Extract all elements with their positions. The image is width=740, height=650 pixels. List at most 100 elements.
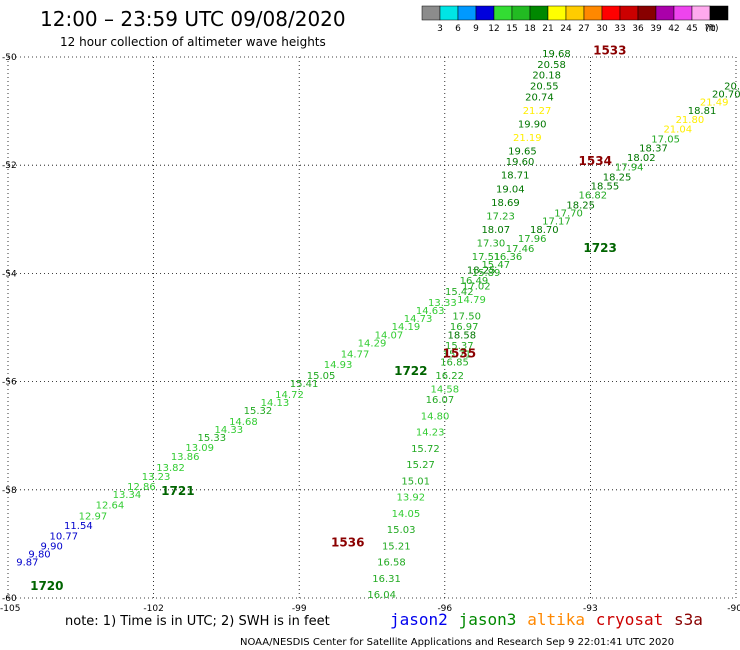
swh-value-label: 12.86 (127, 482, 156, 493)
swh-value-label: 18.71 (501, 171, 530, 182)
swh-value-label: 20.55 (530, 81, 559, 92)
x-tick-label: -105 (0, 604, 20, 614)
swh-value-label: 15.21 (382, 541, 411, 552)
swh-value-label: 15.03 (387, 525, 416, 536)
swh-value-label: 17.96 (518, 234, 547, 245)
grid (7, 56, 737, 599)
swh-value-label: 18.81 (688, 106, 717, 117)
chart-subtitle: 12 hour collection of altimeter wave hei… (60, 35, 326, 49)
swh-value-label: 17.94 (615, 163, 644, 174)
swh-value-label: 13.34 (113, 490, 142, 501)
legend-item-altika: altika (527, 610, 585, 629)
swh-value-label: 19.65 (508, 146, 537, 157)
colorbar-tick-label: 36 (632, 24, 644, 34)
colorbar-tick-label: 3 (437, 24, 443, 34)
pass-time-label: 1536 (331, 536, 364, 550)
swh-value-label: 9.87 (16, 558, 38, 569)
swh-value-label: 19.68 (542, 49, 571, 60)
swh-value-label: 14.68 (229, 417, 258, 428)
colorbar-tick-label: 24 (560, 24, 572, 34)
swh-value-label: 14.73 (404, 314, 433, 325)
legend-item-jason2: jason2 (390, 610, 448, 629)
swh-value-label: 16.04 (367, 590, 396, 601)
swh-value-label: 15.89 (472, 268, 501, 279)
swh-value-label: 13.23 (142, 472, 171, 483)
swh-value-label: 16.49 (460, 276, 489, 287)
colorbar-swatch (421, 5, 441, 21)
swh-value-label: 14.79 (457, 295, 486, 306)
swh-value-label: 13.92 (397, 493, 426, 504)
swh-value-label: 20.58 (537, 60, 566, 71)
swh-value-label: 19.90 (518, 119, 547, 130)
swh-value-label: 14.19 (392, 322, 421, 333)
colorbar-swatch (619, 5, 639, 21)
swh-value-label: 16.07 (426, 395, 455, 406)
x-tick-label: -90 (727, 604, 740, 614)
pass-time-label: 1720 (30, 579, 63, 593)
swh-value-label: 14.13 (261, 398, 290, 409)
swh-value-label: 18.70 (530, 225, 559, 236)
swh-value-label: 19.04 (496, 184, 525, 195)
colorbar-swatch (475, 5, 495, 21)
swh-value-label: 21.27 (523, 106, 552, 117)
swh-value-label: 18.25 (566, 200, 595, 211)
swh-value-label: 18.02 (627, 153, 656, 164)
colorbar-tick-label: 33 (614, 24, 625, 34)
colorbar (421, 5, 729, 21)
swh-value-label: 15.05 (307, 371, 336, 382)
y-tick-label: -52 (2, 161, 17, 171)
swh-value-label: 21.80 (676, 115, 705, 126)
swh-value-label: 16.22 (435, 371, 464, 382)
swh-value-label: 15.33 (198, 433, 227, 444)
y-tick-label: -50 (2, 53, 17, 63)
swh-value-label: 20.74 (525, 92, 554, 103)
swh-value-label: 14.93 (324, 360, 353, 371)
pass-time-labels: 1533 1534 1535 1536 1720 1721 1722 1723 (30, 43, 626, 593)
swh-value-label: 17.30 (477, 238, 506, 249)
swh-value-label: 13.86 (171, 452, 200, 463)
colorbar-swatch (709, 5, 729, 21)
swh-value-label: 12.64 (96, 501, 125, 512)
footer-credit: NOAA/NESDIS Center for Satellite Applica… (240, 637, 674, 648)
colorbar-swatch (583, 5, 603, 21)
swh-value-label: 14.07 (375, 330, 404, 341)
legend-item-cryosat: cryosat (596, 610, 663, 629)
swh-value-label: 14.33 (215, 425, 244, 436)
colorbar-tick-label: 9 (473, 24, 479, 34)
swh-value-label: 19.60 (506, 157, 535, 168)
y-tick-label: -60 (2, 594, 17, 604)
pass-time-label: 1723 (583, 241, 616, 255)
swh-value-label: 15.41 (290, 379, 319, 390)
swh-value-label: 18.55 (591, 182, 620, 193)
colorbar-tick-label: 15 (506, 24, 517, 34)
swh-value-label: 16.85 (440, 357, 469, 368)
colorbar-tick-label: 70 (704, 24, 716, 34)
swh-value-label: 20.70 (712, 90, 740, 101)
x-axis-ticks: -105 -102 -99 -96 -93 -90 (0, 604, 740, 614)
swh-value-label: 9.80 (28, 549, 50, 560)
y-tick-label: -54 (2, 269, 17, 279)
swh-value-label: 21.19 (513, 133, 542, 144)
swh-value-label: 10.77 (49, 532, 78, 543)
swh-value-label: 20.34 (724, 81, 740, 92)
swh-value-label: 16.36 (494, 252, 523, 263)
swh-value-label: 15.32 (244, 406, 273, 417)
footer-note: note: 1) Time is in UTC; 2) SWH is in fe… (65, 614, 330, 629)
pass-time-label: 1534 (579, 154, 612, 168)
swh-value-label: 11.54 (64, 521, 93, 532)
x-tick-label: -96 (437, 604, 452, 614)
swh-value-label: 13.33 (428, 298, 457, 309)
swh-value-label: 18.37 (639, 144, 668, 155)
swh-value-label: 16.58 (377, 558, 406, 569)
colorbar-tick-label: 30 (596, 24, 608, 34)
swh-value-label: 17.17 (542, 217, 571, 228)
x-tick-label: -93 (583, 604, 598, 614)
swh-value-label: 14.05 (392, 509, 421, 520)
swh-value-label: 16.82 (579, 191, 608, 202)
colorbar-tick-label: 45 (686, 24, 697, 34)
swh-value-label: 17.05 (651, 134, 680, 145)
x-tick-label: -102 (143, 604, 163, 614)
pass-time-label: 1721 (161, 484, 194, 498)
